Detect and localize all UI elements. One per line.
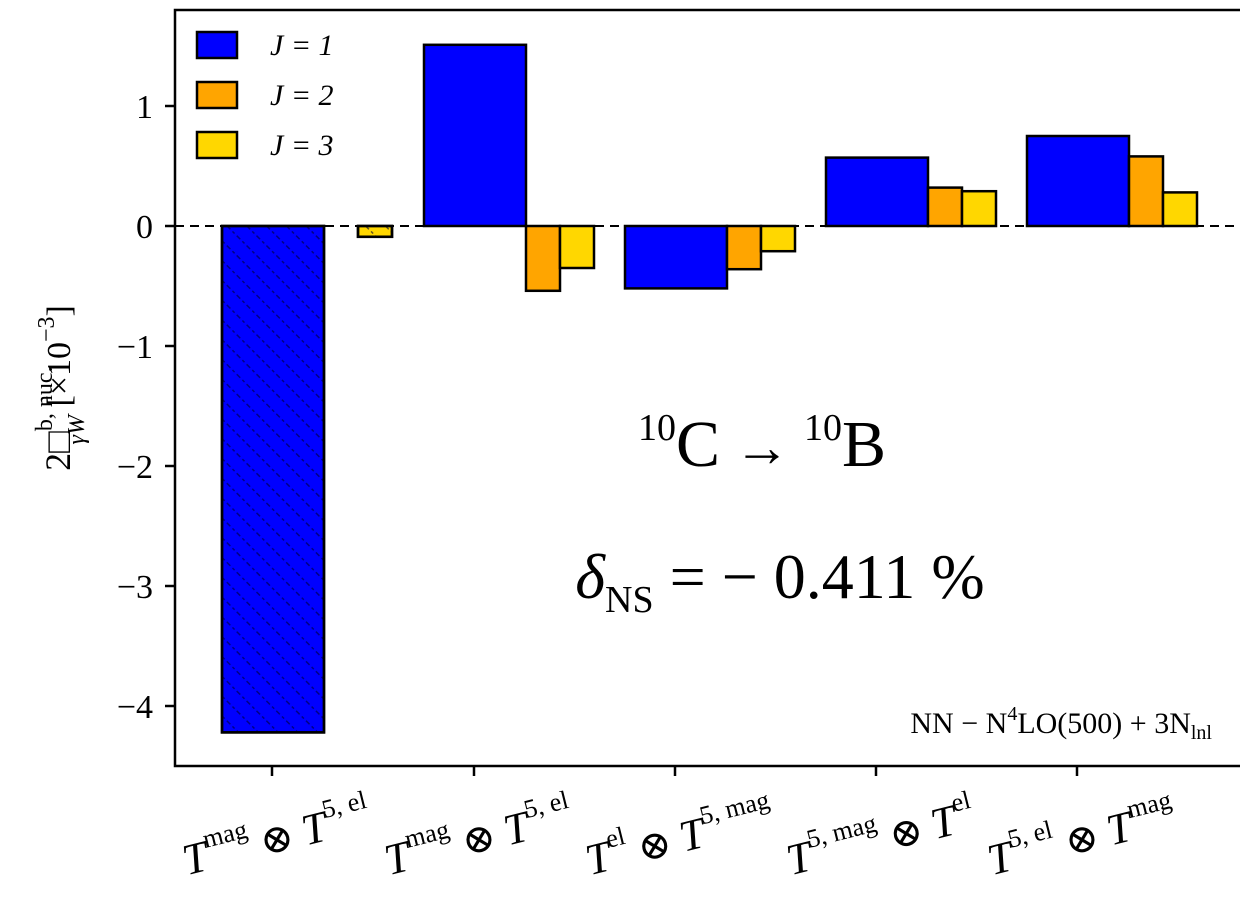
y-tick-label: −2	[117, 449, 153, 486]
category-label-1: Tmag ⊗ T5, el	[176, 785, 376, 885]
bar-1-4	[824, 156, 930, 228]
plot-area: −4 −3 −2 −1 0 1 J = 1 J = 2 J = 3 10C → 10B δNS = …	[117, 8, 1240, 776]
y-tick-label: 1	[136, 89, 153, 126]
bar-1-2	[422, 43, 528, 228]
reaction-annotation: 10C → 10B	[638, 407, 886, 481]
y-axis-label: 2□b, nuc. γW [×10−3]	[32, 305, 90, 471]
y-tick-label: −3	[117, 569, 153, 606]
legend-label-3: J = 3	[270, 129, 334, 162]
legend-swatch-3	[195, 130, 239, 160]
legend-swatch-1	[195, 30, 239, 60]
legend-swatch-2	[195, 80, 239, 110]
category-label-4: T5, mag ⊗ Tel	[780, 785, 980, 885]
legend-label-2: J = 2	[270, 79, 334, 112]
bar-3-4	[960, 189, 998, 228]
bar-3-2	[558, 224, 596, 270]
delta-annotation: δNS = − 0.411 %	[575, 541, 984, 621]
y-tick-label: −1	[117, 329, 153, 366]
bar-1-3	[623, 224, 729, 290]
bar-2-4	[926, 186, 964, 228]
bar-2-5	[1127, 155, 1165, 228]
bar-hatch-1-1	[220, 224, 326, 734]
legend-label-1: J = 1	[270, 29, 334, 62]
bar-hatch-3-1	[356, 224, 394, 239]
category-label-5: T5, el ⊗ Tmag	[981, 785, 1181, 885]
bar-3-3	[759, 224, 797, 253]
interaction-annotation: NN − N4LO(500) + 3Nlnl	[910, 703, 1212, 744]
y-tick-label: −4	[117, 689, 153, 726]
axes-frame	[173, 8, 1240, 768]
category-label-2: Tmag ⊗ T5, el	[378, 785, 578, 885]
bar-1-5	[1025, 134, 1131, 228]
bar-3-5	[1161, 191, 1199, 228]
bar-2-2	[524, 224, 562, 293]
bar-2-3	[725, 224, 763, 271]
y-tick-label: 0	[136, 209, 153, 246]
category-label-3: Tel ⊗ T5, mag	[579, 785, 779, 885]
